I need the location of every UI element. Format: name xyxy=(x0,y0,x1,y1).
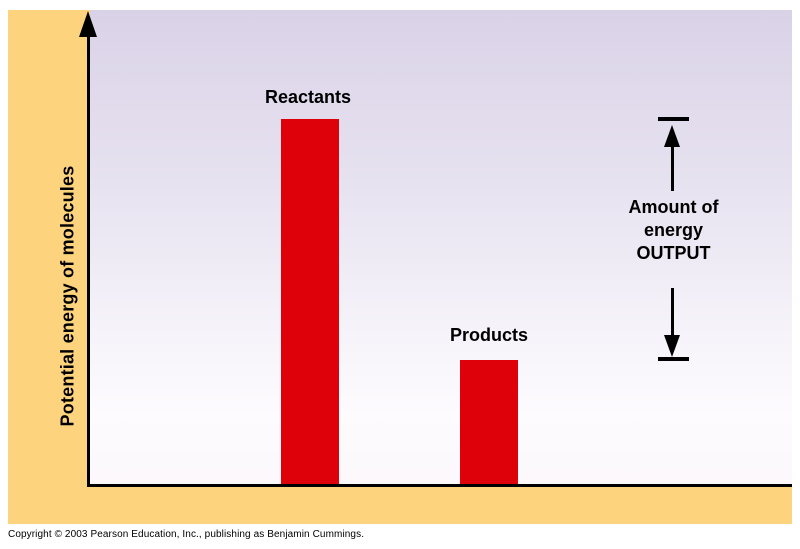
reactants-label: Reactants xyxy=(264,87,352,107)
y-axis-line xyxy=(87,25,90,487)
plot-area xyxy=(90,10,792,484)
annotation-line-3: OUTPUT xyxy=(636,243,711,263)
annotation-bottom-cap xyxy=(658,357,689,361)
annotation-line-2: energy xyxy=(643,220,704,240)
up-arrowhead-icon xyxy=(664,125,680,147)
y-axis-label: Potential energy of molecules xyxy=(57,165,78,427)
annotation-line-1: Amount of xyxy=(628,197,719,217)
down-arrowhead-icon xyxy=(664,335,680,357)
up-arrow-shaft xyxy=(671,144,674,191)
reactants-bar xyxy=(281,119,339,484)
products-label: Products xyxy=(449,325,529,345)
annotation-top-cap xyxy=(658,117,689,121)
products-bar xyxy=(460,360,518,484)
annotation-text: Amount of energy OUTPUT xyxy=(593,196,754,265)
up-arrow-icon xyxy=(79,11,97,37)
copyright-text: Copyright © 2003 Pearson Education, Inc.… xyxy=(8,529,365,540)
down-arrow-shaft xyxy=(671,288,674,338)
x-axis-line xyxy=(87,484,792,487)
